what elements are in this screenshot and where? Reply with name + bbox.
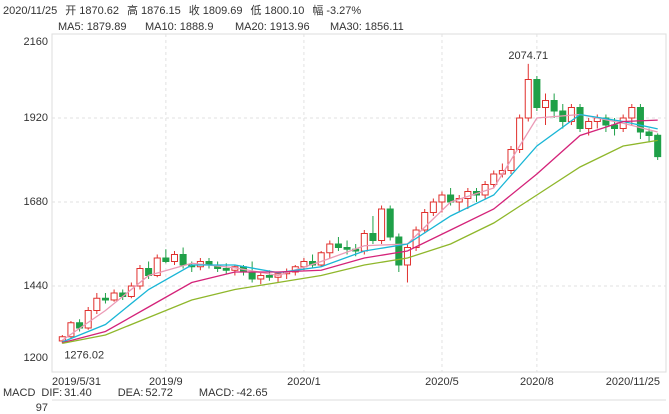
legend-value: 1888.9	[180, 21, 214, 33]
macd-name: DIF:	[41, 387, 62, 399]
macd-value: -42.65	[236, 387, 267, 399]
y-tick-label: 1680	[24, 196, 48, 208]
legend-label: MA20:	[235, 21, 267, 33]
candle-body	[602, 117, 610, 126]
candle-body	[317, 252, 325, 266]
candle-body	[136, 268, 144, 287]
candle-body	[248, 271, 256, 280]
x-tick-label: 2020/11/25	[606, 376, 660, 388]
candle-body	[611, 124, 619, 129]
candle-body	[533, 79, 541, 108]
ma-line	[61, 113, 658, 341]
legend-label: MA5:	[58, 21, 84, 33]
legend-label: MA30:	[330, 21, 362, 33]
header-text: -3.27%	[326, 5, 361, 17]
legend-value: 1856.11	[365, 21, 404, 33]
candle-body	[524, 79, 532, 119]
candle-body	[84, 310, 92, 329]
y-tick-label: 1920	[24, 112, 48, 124]
macd-axis-label: 97	[36, 402, 48, 414]
candle-body	[162, 257, 170, 262]
y-tick-label: 1200	[24, 352, 48, 364]
candle-body	[429, 201, 437, 213]
header-text: 2020/11/25	[3, 5, 57, 17]
header-text: 开	[65, 5, 76, 17]
candle-body	[67, 322, 75, 338]
candle-body	[490, 173, 498, 185]
macd-label: MACD	[3, 387, 35, 399]
header-text: 1876.15	[141, 5, 181, 17]
legend-value: 1879.89	[87, 21, 127, 33]
candle-body	[93, 297, 101, 311]
x-tick-label: 2020/8	[520, 376, 554, 388]
macd-value: 31.40	[64, 387, 92, 399]
ma-line	[62, 113, 658, 343]
x-tick-label: 2020/5	[425, 376, 459, 388]
legend-value: 1913.96	[270, 21, 310, 33]
x-tick-label: 2019/9	[149, 376, 183, 388]
candle-body	[101, 297, 109, 301]
x-tick-label: 2020/1	[287, 376, 321, 388]
candle-body	[110, 292, 118, 301]
header-text: 收	[189, 3, 200, 17]
candle-body	[516, 117, 524, 150]
candle-body	[576, 107, 584, 129]
candle-body	[179, 254, 187, 266]
header-text: 高	[127, 3, 138, 17]
candle-body	[326, 243, 334, 254]
candle-body	[343, 247, 351, 250]
candle-body	[222, 268, 230, 271]
ma-line	[62, 119, 658, 344]
macd-value: 52.72	[145, 387, 173, 399]
header-text: 幅	[312, 4, 323, 17]
candle-body	[386, 208, 394, 238]
header-text: 1800.10	[265, 5, 305, 17]
candle-body	[438, 194, 446, 203]
candle-body	[421, 212, 429, 231]
candle-body	[265, 275, 273, 278]
header-text: 1870.62	[79, 5, 119, 17]
candle-body	[360, 233, 368, 252]
candle-body	[585, 121, 593, 129]
candle-body	[628, 107, 636, 119]
candle-body	[395, 236, 403, 266]
macd-name: DEA:	[118, 387, 144, 399]
y-tick-label: 1440	[24, 280, 48, 292]
y-tick-label: 2160	[24, 36, 48, 48]
candle-body	[403, 247, 411, 266]
candle-body	[550, 100, 558, 112]
candle-body	[334, 243, 342, 248]
candle-body	[654, 134, 662, 158]
macd-name: MACD:	[199, 387, 234, 399]
ma-line	[62, 139, 658, 345]
x-tick-label: 2019/5/31	[52, 376, 101, 388]
candle-body	[170, 254, 179, 262]
annotation: 1276.02	[64, 349, 104, 361]
header-text: 1809.69	[203, 5, 243, 17]
candle-body	[153, 257, 161, 276]
header-text: 低	[251, 4, 262, 17]
candle-body	[257, 275, 265, 280]
candle-body	[369, 233, 377, 241]
plot-frame	[51, 33, 667, 373]
legend-label: MA10:	[145, 21, 177, 33]
candle-body	[541, 100, 550, 108]
annotation: 2074.71	[508, 50, 548, 62]
candle-body	[645, 131, 653, 136]
candle-body	[378, 208, 386, 241]
candle-body	[636, 107, 644, 133]
